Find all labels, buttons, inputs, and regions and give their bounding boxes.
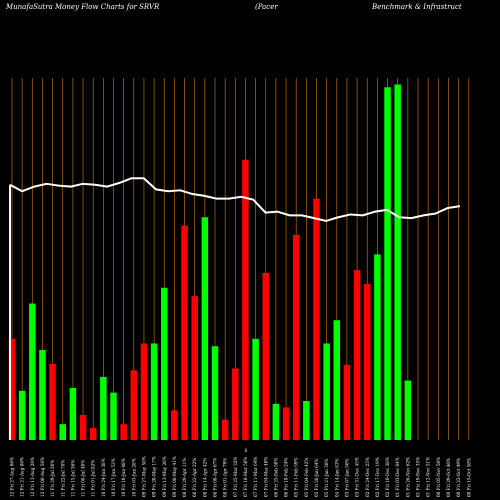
x-tick-label: 08 Fri 01-Apr 79%	[223, 458, 228, 497]
money-flow-bar	[242, 159, 249, 440]
x-tick-label: 07 Fri 04-Mar 40%	[263, 457, 268, 497]
money-flow-bar	[333, 320, 341, 440]
money-flow-bar	[364, 284, 371, 440]
x-tick-label: 12 Fri 13-Aug 26%	[30, 457, 35, 497]
x-tick-label: 01 Fri 19-Nov 35%	[416, 457, 421, 497]
x-tick-label: 05 Fri 04-Feb 42%	[304, 458, 309, 497]
money-flow-bar	[69, 388, 77, 440]
x-tick-label: 11 Fri 29-Jul 20%	[50, 460, 55, 497]
money-flow-bar	[313, 198, 320, 440]
x-tick-label: 06 Fri 25-Feb 50%	[273, 458, 278, 497]
price-line	[9, 177, 461, 222]
money-flow-bar	[384, 87, 391, 440]
money-flow-bar	[191, 296, 198, 440]
money-flow-bar	[272, 403, 280, 440]
x-tick-label: 11 Fri 22-Jul 76%	[60, 460, 65, 497]
money-flow-bar	[8, 338, 16, 440]
money-flow-bar	[282, 407, 290, 440]
money-flow-bar	[100, 376, 107, 440]
chart-title: MunafaSutra Money Flow Charts for SRVR	[5, 3, 160, 11]
money-flow-bar	[29, 303, 36, 440]
x-tick-label: 00 Fri 15-Oct 50%	[466, 458, 471, 497]
x-tick-label: 02 Fri 24-Dec 23%	[365, 457, 370, 497]
x-tick-label: 08 Fri 22-Apr 22%	[192, 458, 197, 497]
money-flow-bar	[150, 343, 158, 440]
money-flow-bar	[262, 272, 269, 440]
money-flow-bar	[161, 287, 168, 440]
money-flow-bar	[343, 364, 351, 440]
x-tick-label: 06 Fri 18-Feb 24%	[284, 458, 289, 497]
money-flow-bar	[303, 401, 310, 440]
money-flow-bar	[221, 419, 229, 440]
money-flow-bar	[110, 392, 117, 440]
x-tick-label: 05 Fri 11-Feb 59%	[294, 458, 299, 497]
x-tick-label: 12 Fri 21-Aug 80%	[20, 457, 25, 497]
money-flow-bar	[353, 270, 361, 440]
chart-title-middle: (Pacer	[255, 3, 278, 11]
x-tick-label: 10 Fri 17-Jun 53%	[111, 458, 116, 497]
money-flow-bar	[39, 349, 46, 440]
x-tick-label: 07 Fri 11-Mar 64%	[253, 457, 258, 497]
money-flow-bar	[232, 368, 239, 440]
x-tick-label: 10 Fri 24-Jun 38%	[101, 458, 106, 497]
x-tick-label: 02 Fri 10-Dec 38%	[385, 457, 390, 497]
x-tick-label: 09 Fri 06-May 41%	[172, 456, 177, 497]
x-tick-label: 01 Fri 26-Nov 62%	[405, 457, 410, 497]
money-flow-bar	[120, 424, 127, 440]
center-axis-label: 0	[245, 448, 248, 453]
x-tick-label: 02 Fri 17-Dec 19%	[375, 457, 380, 497]
x-tick-label: 11 Fri 08-Jul 40%	[81, 460, 86, 497]
money-flow-bars	[8, 84, 412, 440]
x-tick-label: 05 Fri 28-Jan 64%	[314, 458, 319, 497]
x-tick-label: 00 Fri 05-Nov 50%	[436, 457, 441, 497]
x-tick-label: 09 Fri 13-May 26%	[162, 456, 167, 497]
money-flow-bar	[59, 424, 66, 440]
x-tick-label: 08 Fri 29-Apr 11%	[182, 458, 187, 497]
x-tick-label: 00 Fri 22-Oct 49%	[456, 458, 461, 497]
x-tick-label: 03 Fri 31-Dec 45%	[355, 457, 360, 497]
x-tick-label: 01 Fri 03-Dec 64%	[395, 457, 400, 497]
money-flow-bar	[201, 217, 209, 440]
x-tick-label: 07 Fri 25-Mar 32%	[233, 457, 238, 497]
money-flow-bar	[211, 346, 219, 440]
x-tick-label: 11 Fri 15-Jul 36%	[70, 460, 75, 497]
x-tick-label: 10 Fri 03-Jun 28%	[131, 458, 136, 497]
money-flow-bar	[252, 338, 259, 440]
x-tick-label: 00 Fri 29-Oct 46%	[446, 458, 451, 497]
money-flow-bar	[404, 380, 412, 440]
chart-title-right: Benchmark & Infrastruct	[371, 3, 462, 11]
money-flow-bar	[18, 390, 26, 440]
x-tick-label: 01 Fri 12-Nov 51%	[426, 457, 431, 497]
price-line-layer	[9, 177, 461, 440]
money-flow-bar	[130, 370, 138, 440]
money-flow-bar	[171, 410, 178, 440]
x-tick-label: 09 Fri 27-May 58%	[141, 456, 146, 497]
x-tick-label: 10 Fri 10-Jun 48%	[121, 458, 126, 497]
x-tick-label: 12 Fri 27-Aug 96%	[10, 457, 15, 497]
x-tick-label: 09 Fri 20-May 17%	[152, 456, 157, 497]
x-tick-label: 08 Fri 08-Apr 67%	[213, 458, 218, 497]
x-tick-label: 07 Fri 18-Mar 58%	[243, 457, 248, 497]
x-tick-label: 05 Fri 21-Jan 38%	[324, 458, 329, 497]
money-flow-bar	[140, 343, 148, 440]
x-tick-label: 08 Fri 14-Apr 42%	[202, 458, 207, 497]
money-flow-bar	[323, 343, 330, 440]
x-tick-label: 11 Fri 01-Jul 82%	[91, 460, 96, 497]
x-tick-label: 12 Fri 06-Aug 58%	[40, 457, 45, 497]
money-flow-bar	[374, 254, 381, 440]
x-tick-labels: 12 Fri 27-Aug 96% 12 Fri 21-Aug 80% 12 Fri…	[10, 456, 472, 497]
money-flow-bar	[89, 427, 97, 440]
money-flow-bar	[79, 414, 87, 440]
money-flow-bar	[292, 234, 300, 440]
x-tick-label: 03 Fri 07-Jan 56%	[344, 458, 349, 497]
money-flow-bar	[49, 363, 56, 440]
money-flow-bar	[394, 84, 401, 440]
x-tick-label: 04 Fri 14-Jan 83%	[334, 458, 339, 497]
money-flow-bar	[181, 225, 188, 440]
